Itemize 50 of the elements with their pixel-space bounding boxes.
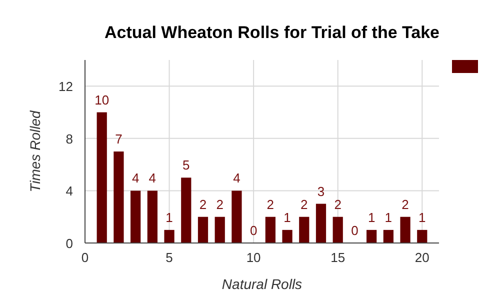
data-label: 2	[334, 196, 342, 212]
data-label: 4	[132, 170, 140, 186]
x-tick-label: 10	[246, 250, 261, 265]
data-label: 1	[418, 210, 426, 225]
bar	[417, 230, 428, 243]
data-label: 0	[351, 223, 358, 238]
bar	[96, 112, 107, 243]
bar	[147, 190, 158, 243]
data-label: 1	[284, 210, 291, 225]
bar	[181, 178, 192, 243]
data-label: 3	[317, 184, 325, 199]
x-axis-title: Natural Rolls	[222, 276, 302, 292]
bar	[299, 216, 310, 243]
x-tick-label: 0	[81, 250, 89, 265]
data-label: 2	[199, 196, 207, 212]
x-tick-label: 5	[166, 250, 173, 265]
data-label: 2	[216, 196, 224, 212]
bar	[164, 230, 174, 243]
bar	[114, 152, 124, 243]
data-label: 5	[182, 158, 190, 173]
bar	[214, 216, 225, 243]
bar	[316, 204, 326, 243]
data-label: 10	[94, 92, 110, 108]
data-label: 2	[300, 196, 308, 212]
bar	[366, 230, 377, 243]
bar	[232, 190, 242, 243]
bar	[265, 216, 276, 243]
bar	[383, 230, 394, 243]
data-label: 1	[384, 210, 392, 225]
data-label: 4	[233, 170, 240, 186]
bar	[130, 190, 141, 243]
data-label: 1	[368, 210, 376, 225]
data-label: 0	[250, 223, 258, 238]
y-tick-label: 4	[66, 184, 73, 199]
data-label: 7	[115, 132, 122, 146]
data-label: 2	[266, 196, 274, 212]
y-tick-label: 12	[58, 79, 73, 94]
bar	[282, 230, 292, 243]
y-axis-title: Times Rolled	[27, 110, 43, 192]
data-label: 1	[166, 210, 173, 225]
y-tick-label: 8	[66, 131, 73, 146]
data-label: 2	[402, 196, 409, 212]
x-tick-label: 20	[414, 250, 430, 265]
chart-title: Actual Wheaton Rolls for Trial of the Take	[104, 23, 440, 42]
bar	[332, 216, 343, 243]
bar	[198, 216, 208, 243]
bar	[400, 216, 410, 243]
data-label: 4	[148, 170, 156, 186]
y-tick-label: 0	[66, 236, 73, 251]
x-tick-label: 15	[330, 250, 346, 265]
